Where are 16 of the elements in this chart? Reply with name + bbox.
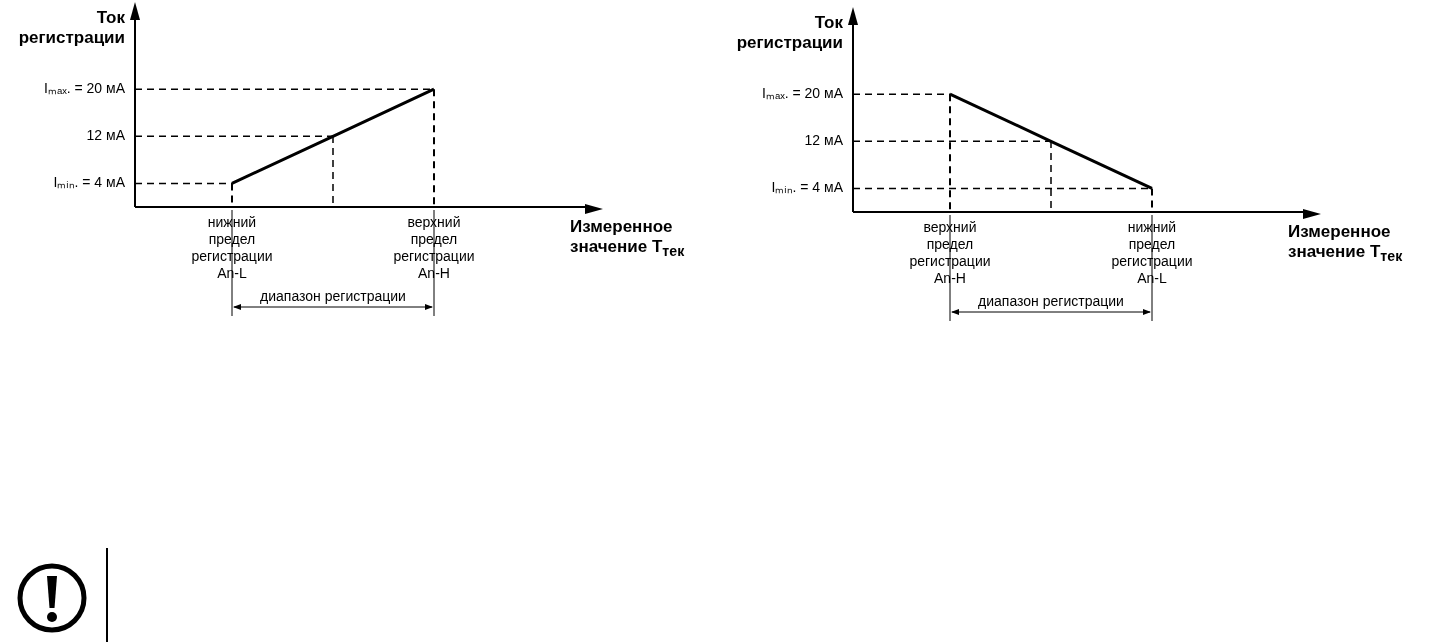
x-tick-label: нижний предел регистрации An-L: [1111, 219, 1193, 286]
y-tick-label: Iₘₐₓ. = 20 мА: [762, 84, 844, 101]
x-axis-title: Измеренное значение T$_{тек}$: [570, 217, 686, 262]
y-tick-label: 12 мА: [86, 127, 126, 144]
y-tick-label: Iₘᵢₙ. = 4 мА: [771, 179, 844, 196]
x-tick-label: верхний предел регистрации An-H: [393, 214, 475, 281]
x-axis-title: Измеренное значение T$_{тек}$: [1288, 222, 1404, 267]
y-tick-label: 12 мА: [804, 132, 844, 149]
text: диапазон регистрации: [260, 287, 406, 304]
y-axis-title: Ток регистрации: [17, 8, 125, 48]
x-tick-label: верхний предел регистрации An-H: [909, 219, 991, 286]
y-axis-title: Ток регистрации: [735, 13, 843, 53]
text: диапазон регистрации: [978, 292, 1124, 309]
y-tick-label: Iₘₐₓ. = 20 мА: [44, 79, 126, 96]
y-tick-label: Iₘᵢₙ. = 4 мА: [53, 174, 126, 191]
x-tick-label: нижний предел регистрации An-L: [191, 214, 273, 281]
